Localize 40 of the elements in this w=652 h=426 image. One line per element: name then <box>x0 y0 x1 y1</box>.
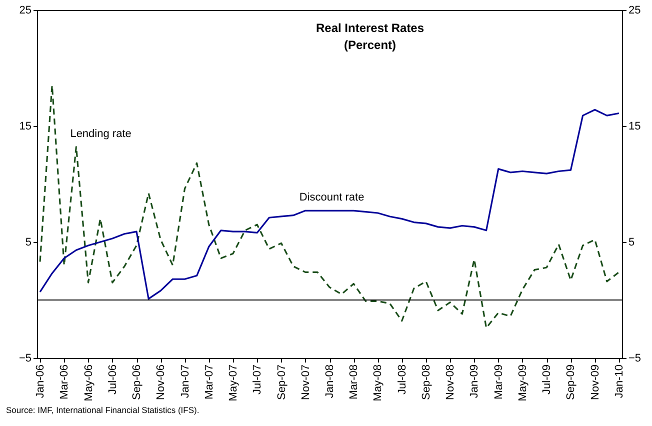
y-tick-label: 25 <box>19 4 32 16</box>
x-tick-label: Mar-08 <box>348 364 360 400</box>
x-tick-label: Jan-07 <box>179 364 192 398</box>
x-tick-label: Mar-09 <box>492 364 505 400</box>
x-tick-label: Jan-10 <box>613 364 626 398</box>
x-tick-label: Nov-07 <box>300 364 312 400</box>
series-label: Discount rate <box>299 192 364 204</box>
y-tick-label: 15 <box>19 120 32 132</box>
x-tick-label: Jan-09 <box>468 364 481 398</box>
y2-tick-label: 25 <box>628 4 641 16</box>
x-tick-label: Mar-07 <box>203 364 216 400</box>
y-tick-label: −5 <box>18 352 32 364</box>
line-series <box>39 84 620 329</box>
x-tick-label: Jan-06 <box>34 364 47 398</box>
x-tick-label: Jul-07 <box>252 364 264 394</box>
text: (Percent) <box>344 38 396 52</box>
x-tick-label: Jul-08 <box>396 364 408 394</box>
x-tick-label: Sep-06 <box>131 364 144 400</box>
line-series <box>39 108 620 300</box>
x-tick-label: Nov-06 <box>155 364 168 400</box>
y2-tick-label: −5 <box>628 352 642 364</box>
text: Real Interest Rates <box>316 21 424 35</box>
x-tick-label: May-07 <box>228 364 240 402</box>
x-tick-label: May-06 <box>82 364 95 402</box>
x-tick-label: Jul-09 <box>541 364 554 394</box>
x-tick-label: Jan-08 <box>324 364 336 398</box>
x-tick-label: May-08 <box>372 364 384 402</box>
x-tick-label: May-09 <box>516 364 529 402</box>
y2-tick-label: 5 <box>628 236 635 248</box>
x-tick-label: Nov-09 <box>589 364 602 400</box>
x-tick-label: Sep-09 <box>565 364 578 400</box>
source-note: Source: IMF, International Financial Statistics (IFS). <box>6 405 200 415</box>
x-tick-label: Nov-08 <box>444 364 457 400</box>
y2-tick-label: 15 <box>628 120 641 132</box>
x-tick-label: Mar-06 <box>58 364 71 400</box>
x-tick-label: Jul-06 <box>106 364 119 394</box>
y-tick-label: 5 <box>25 236 32 248</box>
series-label: Lending rate <box>70 128 132 140</box>
x-tick-label: Sep-07 <box>276 364 288 400</box>
x-tick-label: Sep-08 <box>420 364 432 400</box>
